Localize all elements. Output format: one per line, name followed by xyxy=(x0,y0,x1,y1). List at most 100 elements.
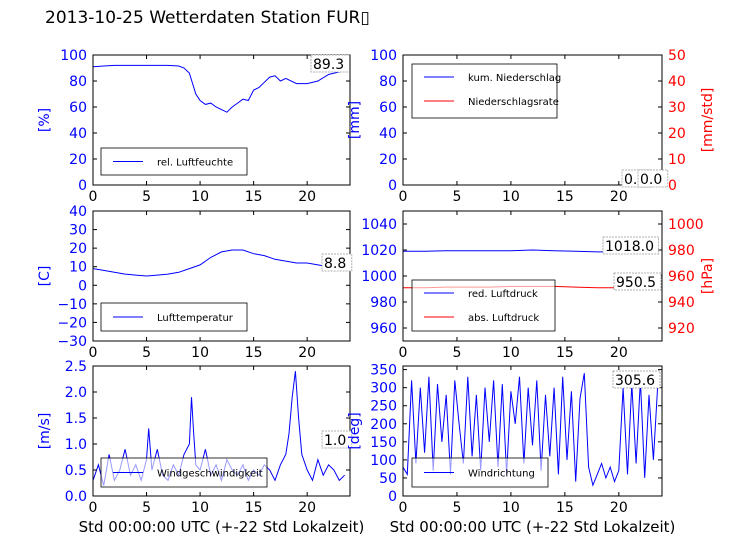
y-tick-label: 50 xyxy=(379,471,397,487)
legend-box xyxy=(411,63,558,119)
y-tick-label: 1.0 xyxy=(65,437,87,453)
series-line xyxy=(93,249,345,277)
x-axis-label: Std 00:00:00 UTC (+-22 Std Lokalzeit) xyxy=(390,518,676,536)
y-tick-label: −10 xyxy=(57,297,87,313)
y-tick-label-right: 20 xyxy=(668,126,686,142)
x-tick-label: 15 xyxy=(556,345,574,361)
plot-frame xyxy=(92,54,351,186)
x-tick-label: 0 xyxy=(399,189,408,205)
y-tick-label: 20 xyxy=(69,241,87,257)
x-tick-label: 15 xyxy=(245,345,263,361)
y-tick-label: 250 xyxy=(370,399,397,415)
x-tick-label: 15 xyxy=(556,500,574,516)
y-tick-label: 960 xyxy=(370,321,397,337)
annotation-value: 950.5 xyxy=(616,275,656,291)
y-tick-label: 2.5 xyxy=(65,359,87,375)
missing-glyph-icon: ▯ xyxy=(360,8,370,28)
y-tick-label: 1020 xyxy=(361,243,397,259)
annotation-box xyxy=(612,370,661,389)
y-axis-label: [%] xyxy=(37,108,53,132)
y-tick-label: 60 xyxy=(69,100,87,116)
x-tick-label: 5 xyxy=(142,500,151,516)
y-tick-label-right: 40 xyxy=(668,74,686,90)
y-tick-label-right: 30 xyxy=(668,100,686,116)
y-axis-label-right: [mm/std] xyxy=(700,88,716,153)
chart-panel-p4: 0 5 10 15 20 960 980 1000 1020 1040 920 940 960 980 10… xyxy=(361,210,716,361)
y-tick-label: 980 xyxy=(370,295,397,311)
x-tick-label: 0 xyxy=(399,500,408,516)
legend-entry: kum. Niederschlag xyxy=(468,73,561,84)
annotation-box xyxy=(321,430,353,449)
y-tick-label: 100 xyxy=(370,48,397,64)
y-axis-label: [C] xyxy=(37,266,53,287)
annotation-value: 89.3 xyxy=(313,57,344,73)
series-line xyxy=(403,373,659,487)
annotation-box xyxy=(602,236,659,255)
y-tick-label: 0 xyxy=(78,278,87,294)
y-tick-label-right: 0 xyxy=(668,178,677,194)
y-tick-label-right: 920 xyxy=(668,321,695,337)
x-tick-label: 15 xyxy=(245,189,263,205)
legend-entry: Windgeschwindigkeit xyxy=(157,469,263,480)
x-tick-label: 20 xyxy=(298,189,316,205)
x-axis-label: Std 00:00:00 UTC (+-22 Std Lokalzeit) xyxy=(79,518,365,536)
y-tick-label: 40 xyxy=(69,204,87,220)
figure-title: 2013-10-25 Wetterdaten Station FUR▯ xyxy=(45,8,370,28)
y-tick-label: 0.0 xyxy=(65,489,87,505)
plot-frame xyxy=(92,210,351,342)
y-tick-label: 1.5 xyxy=(65,411,87,427)
x-tick-label: 5 xyxy=(452,189,461,205)
x-tick-label: 0 xyxy=(89,345,98,361)
legend-entry: red. Luftdruck xyxy=(468,289,538,300)
x-tick-label: 20 xyxy=(610,500,628,516)
y-tick-label: 30 xyxy=(69,223,87,239)
annotation-box xyxy=(613,272,662,291)
annotation-value: 1.0 xyxy=(324,433,346,449)
x-tick-label: 5 xyxy=(142,345,151,361)
x-tick-label: 15 xyxy=(245,500,263,516)
legend-box xyxy=(411,279,556,332)
y-tick-label: 1000 xyxy=(361,269,397,285)
y-tick-label-right: 980 xyxy=(668,243,695,259)
annotation-value: 305.6 xyxy=(615,373,655,389)
annotation-box xyxy=(637,169,669,188)
legend-entry: Niederschlagsrate xyxy=(468,97,559,108)
x-tick-label: 0 xyxy=(399,345,408,361)
x-tick-label: 5 xyxy=(452,500,461,516)
y-axis-label: [mm] xyxy=(347,101,363,139)
series-line xyxy=(93,64,345,113)
x-tick-label: 0 xyxy=(89,189,98,205)
y-tick-label: 10 xyxy=(69,260,87,276)
plot-frame xyxy=(402,54,663,186)
y-tick-label: 80 xyxy=(69,74,87,90)
y-tick-label: 0 xyxy=(78,178,87,194)
annotation-value: 8.8 xyxy=(324,256,346,272)
y-tick-label: −20 xyxy=(57,315,87,331)
x-tick-label: 10 xyxy=(191,189,209,205)
x-tick-label: 10 xyxy=(502,189,520,205)
y-tick-label: 0 xyxy=(388,489,397,505)
x-tick-label: 10 xyxy=(502,345,520,361)
y-tick-label: 100 xyxy=(60,48,87,64)
annotation-value: 0.0 xyxy=(640,172,662,188)
y-tick-label: 300 xyxy=(370,381,397,397)
x-tick-label: 10 xyxy=(502,500,520,516)
y-axis-label: [deg] xyxy=(347,412,363,449)
x-tick-label: 5 xyxy=(452,345,461,361)
x-tick-label: 20 xyxy=(610,189,628,205)
figure-title-text: 2013-10-25 Wetterdaten Station FUR xyxy=(45,8,361,28)
chart-panel-p5: 0 5 10 15 20 0.0 0.5 1.0 1.5 2.0 2.5 [m/s] Std 00:00… xyxy=(37,359,364,536)
y-tick-label: 1040 xyxy=(361,217,397,233)
y-tick-label-right: 1000 xyxy=(668,217,704,233)
y-tick-label-right: 960 xyxy=(668,269,695,285)
y-tick-label-right: 940 xyxy=(668,295,695,311)
legend-entry: rel. Luftfeuchte xyxy=(157,158,233,169)
chart-panel-p3: 0 5 10 15 20 −30 −20 −10 0 10 20 30 40 [C] Lufttempera… xyxy=(37,204,353,361)
x-tick-label: 5 xyxy=(142,189,151,205)
x-tick-label: 0 xyxy=(89,500,98,516)
plot-frame xyxy=(402,365,663,497)
y-tick-label: 80 xyxy=(379,74,397,90)
y-tick-label-right: 10 xyxy=(668,152,686,168)
chart-panel-p2: 0 5 10 15 20 0 20 40 60 80 100 0 10 20 30 40 50 [mm] [mm/s… xyxy=(347,48,716,205)
y-tick-label-right: 50 xyxy=(668,48,686,64)
